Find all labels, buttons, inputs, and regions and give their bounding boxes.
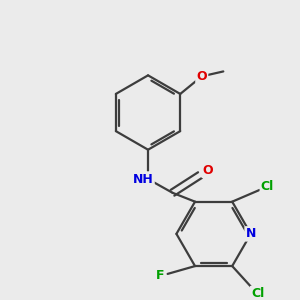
Text: N: N [246,227,256,240]
Text: O: O [202,164,213,177]
Text: Cl: Cl [251,287,264,300]
Text: F: F [155,269,164,282]
Text: Cl: Cl [261,179,274,193]
Text: NH: NH [133,172,154,186]
Text: O: O [196,70,207,83]
